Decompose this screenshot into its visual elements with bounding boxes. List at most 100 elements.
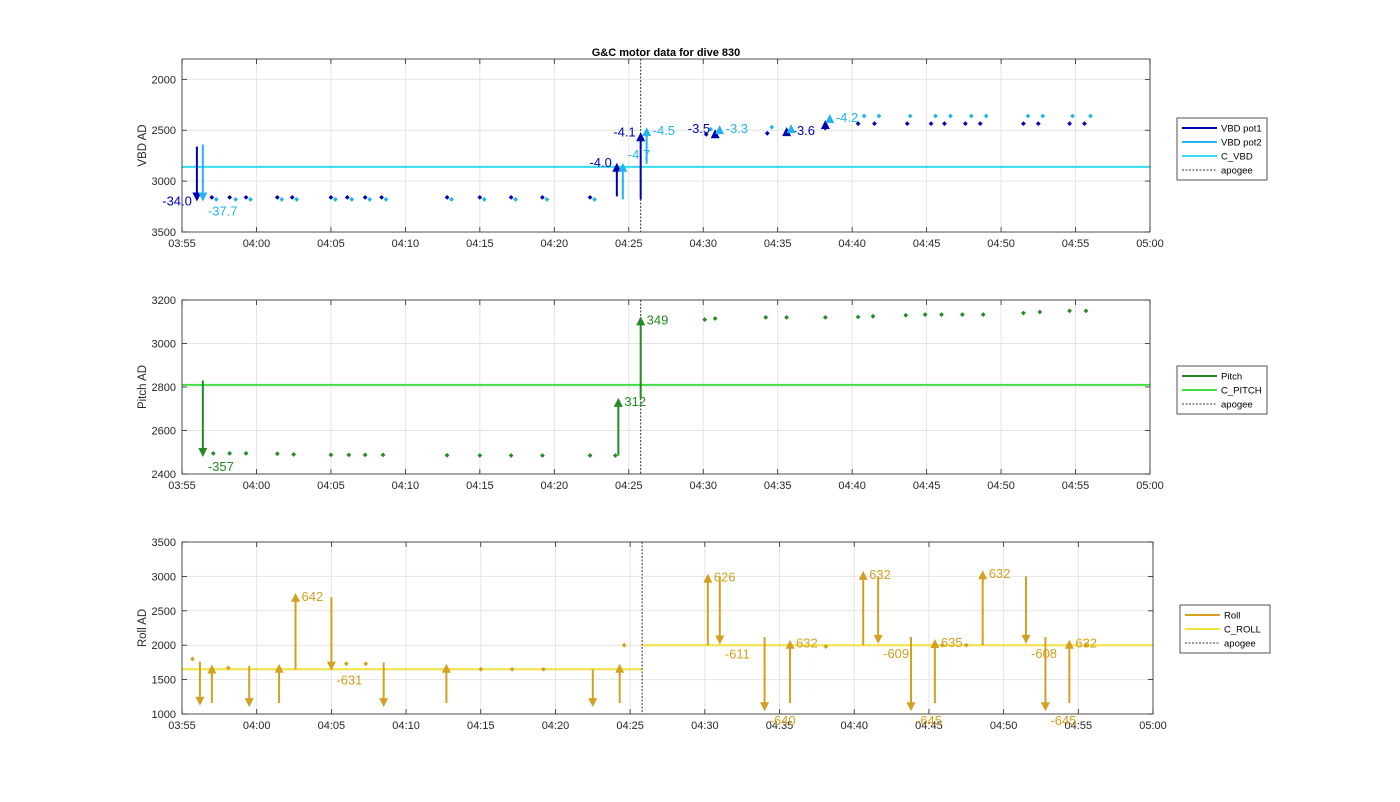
- y-axis-label: Pitch AD: [137, 365, 149, 409]
- data-point: [513, 197, 518, 202]
- move-arrowhead: [192, 192, 202, 202]
- move-label: -631: [336, 673, 362, 688]
- data-point: [823, 644, 829, 649]
- data-point: [977, 121, 983, 127]
- data-point: [592, 197, 597, 202]
- data-point: [587, 453, 593, 458]
- panel-2: 03:55 04:00 04:05 04:10 04:15 04:20 04:25 04:30…: [137, 295, 1268, 492]
- x-tick-label: 04:45: [913, 480, 941, 492]
- x-tick-label: 03:55: [168, 238, 196, 250]
- data-point: [959, 312, 965, 317]
- data-point: [1088, 113, 1093, 119]
- data-point: [1025, 113, 1031, 119]
- data-point: [477, 453, 483, 458]
- x-tick-label: 04:05: [318, 720, 346, 732]
- data-point: [279, 197, 285, 202]
- move-label: -611: [725, 647, 750, 662]
- move-label: -3.3: [726, 121, 748, 136]
- move-arrowhead: [618, 162, 628, 172]
- data-point: [703, 131, 709, 137]
- move-arrowhead: [588, 698, 598, 708]
- data-point: [1067, 308, 1072, 314]
- data-point: [210, 450, 216, 456]
- data-point: [544, 197, 550, 202]
- data-point: [702, 317, 708, 322]
- move-label: 632: [989, 566, 1011, 581]
- move-arrowhead: [198, 448, 208, 458]
- data-point: [539, 195, 545, 200]
- data-point: [1083, 308, 1089, 314]
- data-point: [872, 121, 877, 127]
- legend-entry: VBD pot2: [1221, 138, 1262, 149]
- data-point: [1070, 113, 1075, 119]
- x-tick-label: 03:55: [168, 480, 196, 492]
- x-tick-label: 04:20: [541, 480, 569, 492]
- x-tick-label: 04:00: [243, 238, 271, 250]
- move-arrowhead: [820, 120, 830, 130]
- data-point: [213, 197, 219, 202]
- x-tick-label: 04:05: [317, 238, 345, 250]
- legend-entry: Pitch: [1221, 372, 1242, 383]
- data-point: [1040, 113, 1046, 119]
- data-point: [1082, 121, 1087, 127]
- data-point: [980, 312, 986, 317]
- move-label: -4.0: [589, 155, 611, 170]
- x-tick-label: 04:35: [764, 480, 792, 492]
- x-tick-label: 04:20: [542, 720, 570, 732]
- move-label: 642: [302, 589, 324, 604]
- move-label: 632: [1075, 636, 1097, 651]
- move-label: -640: [770, 713, 796, 728]
- data-point: [612, 453, 618, 458]
- chart-title: G&C motor data for dive 830: [592, 47, 741, 59]
- x-tick-label: 04:10: [392, 480, 420, 492]
- axes-box: [181, 58, 1151, 233]
- move-arrowhead: [612, 162, 622, 172]
- data-point: [942, 121, 947, 127]
- legend-entry: VBD pot1: [1221, 124, 1262, 135]
- move-arrowhead: [615, 663, 625, 673]
- legend-entry: C_ROLL: [1224, 625, 1261, 636]
- y-tick-label: 3000: [152, 339, 176, 351]
- x-tick-label: 04:50: [987, 238, 1015, 250]
- x-tick-label: 04:00: [243, 480, 271, 492]
- y-tick-label: 2500: [152, 125, 176, 137]
- move-label: -645: [1050, 713, 1076, 728]
- move-arrowhead: [244, 698, 254, 708]
- move-label: 635: [941, 635, 963, 650]
- x-tick-label: 04:50: [987, 480, 1015, 492]
- move-arrowhead: [379, 698, 389, 708]
- x-tick-label: 03:55: [168, 720, 196, 732]
- x-tick-label: 04:05: [317, 480, 345, 492]
- data-point: [349, 197, 355, 202]
- data-point: [1021, 310, 1026, 316]
- data-point: [383, 197, 389, 202]
- move-arrowhead: [441, 663, 451, 673]
- data-point: [983, 113, 989, 119]
- data-point: [328, 195, 334, 200]
- move-arrowhead: [978, 570, 988, 580]
- data-point: [876, 113, 882, 119]
- data-point: [1067, 121, 1072, 127]
- y-tick-label: 2600: [152, 426, 176, 438]
- data-point: [855, 314, 861, 320]
- data-point: [444, 452, 450, 458]
- data-point: [332, 197, 338, 202]
- data-point: [907, 113, 913, 119]
- data-point: [363, 661, 369, 667]
- x-tick-label: 04:15: [466, 238, 494, 250]
- move-arrowhead: [1040, 702, 1050, 712]
- panel-3: 03:55 04:00 04:05 04:10 04:15 04:20 04:25 04:30…: [137, 537, 1271, 732]
- data-point: [763, 315, 769, 320]
- data-point: [190, 656, 195, 662]
- data-point: [1035, 121, 1041, 127]
- legend-entry: C_VBD: [1221, 152, 1253, 163]
- x-tick-label: 05:00: [1136, 480, 1164, 492]
- x-tick-label: 04:50: [990, 720, 1018, 732]
- data-point: [291, 452, 297, 457]
- data-point: [481, 197, 487, 202]
- move-label: 632: [869, 567, 891, 582]
- data-point: [274, 195, 280, 200]
- move-arrowhead: [760, 702, 770, 712]
- legend-entry: C_PITCH: [1221, 386, 1262, 397]
- y-tick-label: 1000: [152, 709, 176, 721]
